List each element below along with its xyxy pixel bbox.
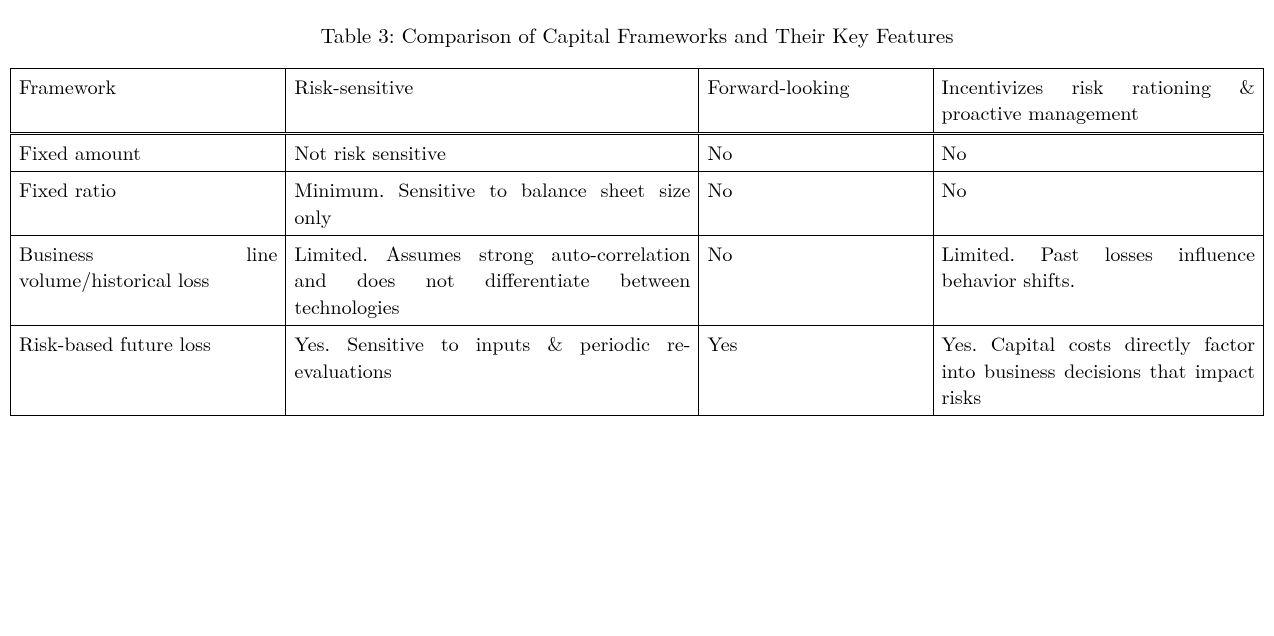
- col-header-risk-sensitive: Risk-sensitive: [286, 69, 699, 134]
- cell-risk-sensitive: Minimum. Sensitive to balance sheet size…: [286, 172, 699, 236]
- cell-forward-looking: No: [699, 133, 933, 171]
- cell-forward-looking: No: [699, 235, 933, 325]
- cell-incentivizes: Limited. Past losses influence behavior …: [933, 235, 1264, 325]
- table-row: Fixed amount Not risk sensitive No No: [11, 133, 1264, 171]
- col-header-forward-looking: Forward-looking: [699, 69, 933, 134]
- col-header-incentivizes: Incentivizes risk rationing & proactive …: [933, 69, 1264, 134]
- cell-incentivizes: Yes. Capital costs directly factor into …: [933, 326, 1264, 416]
- table-caption: Table 3: Comparison of Capital Framework…: [10, 20, 1264, 50]
- cell-forward-looking: Yes: [699, 326, 933, 416]
- col-header-framework: Framework: [11, 69, 286, 134]
- cell-incentivizes: No: [933, 133, 1264, 171]
- cell-forward-looking: No: [699, 172, 933, 236]
- cell-incentivizes: No: [933, 172, 1264, 236]
- cell-framework: Business line volume/historical loss: [11, 235, 286, 325]
- comparison-table: Framework Risk-sensitive Forward-looking…: [10, 68, 1264, 416]
- cell-risk-sensitive: Yes. Sensitive to inputs & periodic re-e…: [286, 326, 699, 416]
- cell-risk-sensitive: Limited. Assumes strong auto-correlation…: [286, 235, 699, 325]
- cell-framework: Fixed ratio: [11, 172, 286, 236]
- table-header-row: Framework Risk-sensitive Forward-looking…: [11, 69, 1264, 134]
- cell-risk-sensitive: Not risk sensitive: [286, 133, 699, 171]
- table-row: Fixed ratio Minimum. Sensitive to balanc…: [11, 172, 1264, 236]
- table-row: Risk-based future loss Yes. Sensitive to…: [11, 326, 1264, 416]
- table-row: Business line volume/historical loss Lim…: [11, 235, 1264, 325]
- cell-framework: Risk-based future loss: [11, 326, 286, 416]
- cell-framework: Fixed amount: [11, 133, 286, 171]
